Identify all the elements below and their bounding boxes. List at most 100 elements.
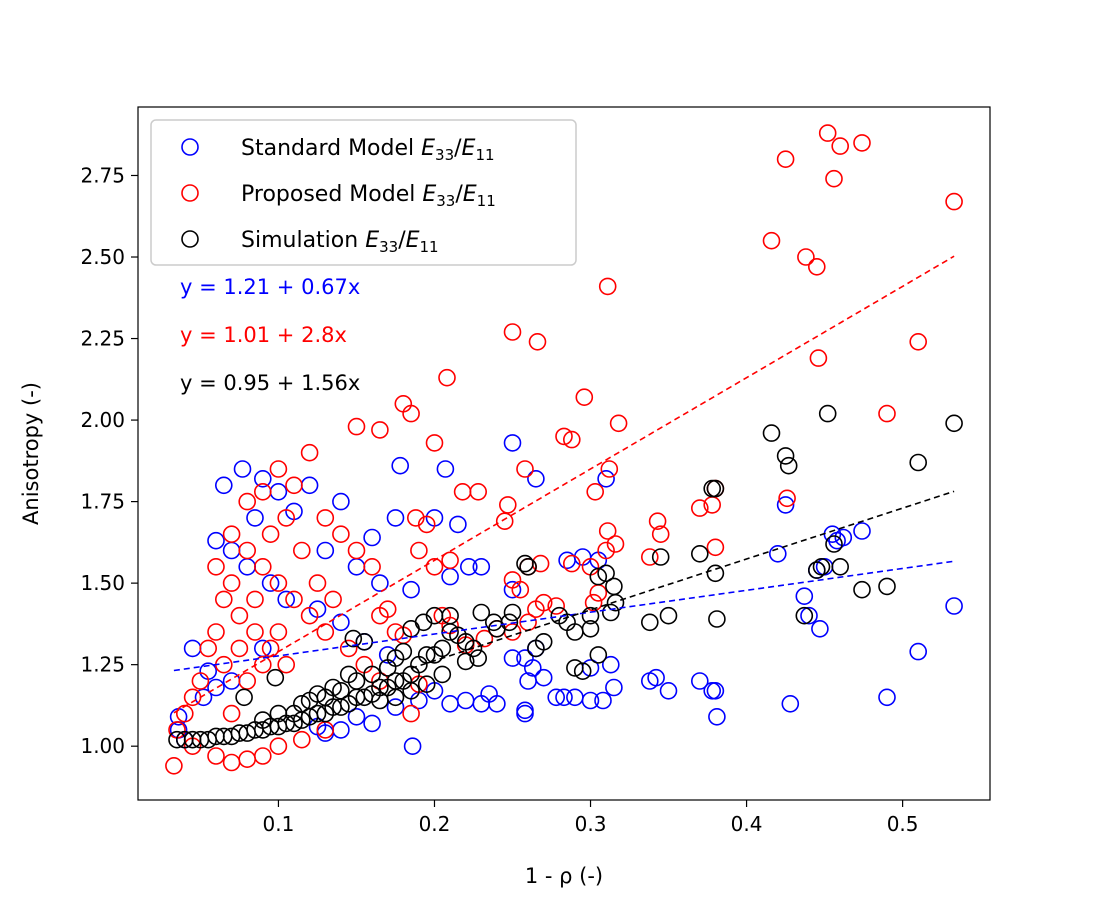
data-point bbox=[878, 577, 896, 596]
x-tick-label: 0.2 bbox=[419, 812, 451, 836]
data-point bbox=[807, 561, 826, 579]
data-point bbox=[909, 453, 928, 472]
data-point bbox=[475, 629, 494, 648]
data-point bbox=[246, 590, 264, 609]
data-point bbox=[378, 600, 397, 619]
data-point bbox=[472, 557, 491, 576]
legend-label: Simulation E33/E11 bbox=[241, 228, 439, 256]
data-point bbox=[651, 525, 670, 544]
data-point bbox=[363, 714, 381, 733]
data-point bbox=[776, 150, 795, 168]
data-point bbox=[779, 456, 798, 475]
data-point bbox=[332, 492, 350, 511]
data-point bbox=[811, 619, 829, 638]
data-point bbox=[406, 509, 425, 527]
data-point bbox=[706, 564, 725, 583]
data-point bbox=[253, 711, 272, 729]
data-point bbox=[261, 574, 280, 592]
data-point bbox=[386, 688, 405, 707]
data-point bbox=[597, 541, 615, 560]
data-point bbox=[598, 522, 617, 540]
data-point bbox=[235, 688, 253, 707]
data-point bbox=[246, 623, 264, 641]
data-point bbox=[300, 443, 319, 462]
data-point bbox=[449, 515, 467, 534]
data-point bbox=[269, 460, 288, 478]
data-point bbox=[778, 489, 796, 508]
data-point bbox=[469, 482, 488, 501]
data-point bbox=[238, 492, 256, 511]
data-point bbox=[417, 675, 436, 694]
data-point bbox=[573, 662, 592, 681]
data-point bbox=[776, 447, 795, 465]
data-point bbox=[417, 515, 436, 534]
regression-lines bbox=[173, 255, 955, 714]
data-point bbox=[527, 600, 545, 619]
data-point bbox=[371, 574, 389, 592]
data-point bbox=[503, 323, 522, 341]
data-point bbox=[215, 590, 233, 609]
data-point bbox=[207, 678, 225, 697]
data-point bbox=[706, 538, 725, 557]
data-point bbox=[647, 668, 665, 687]
data-point bbox=[414, 613, 433, 632]
data-point bbox=[651, 548, 670, 566]
data-point bbox=[363, 665, 381, 684]
data-point bbox=[812, 557, 831, 576]
data-point bbox=[363, 528, 381, 547]
data-point bbox=[386, 509, 405, 527]
data-point bbox=[818, 404, 837, 423]
data-point bbox=[609, 414, 628, 433]
data-point bbox=[484, 613, 503, 632]
data-point bbox=[207, 557, 225, 576]
data-point bbox=[207, 747, 225, 765]
legend: Standard Model E33/E11 Proposed Model E33… bbox=[150, 119, 577, 266]
data-point bbox=[795, 587, 814, 606]
data-point bbox=[659, 606, 678, 625]
fit-line bbox=[173, 255, 955, 714]
data-point bbox=[547, 688, 566, 707]
data-point bbox=[825, 169, 843, 188]
data-point bbox=[586, 482, 605, 501]
data-point bbox=[233, 460, 252, 478]
x-tick-label: 0.5 bbox=[887, 812, 919, 836]
data-point bbox=[503, 580, 522, 599]
fit-equation: y = 0.95 + 1.56x bbox=[180, 371, 360, 395]
legend-label: Proposed Model E33/E11 bbox=[241, 182, 496, 210]
data-point bbox=[316, 509, 335, 527]
data-point bbox=[168, 730, 186, 749]
data-point bbox=[516, 649, 534, 667]
data-point bbox=[253, 747, 272, 765]
data-point bbox=[433, 606, 452, 625]
data-point bbox=[640, 548, 659, 566]
y-tick-label: 1.75 bbox=[80, 490, 125, 514]
data-point bbox=[708, 610, 726, 628]
x-tick-label: 0.3 bbox=[575, 812, 607, 836]
data-point bbox=[853, 522, 871, 540]
data-point bbox=[584, 593, 603, 612]
data-point bbox=[266, 668, 285, 687]
data-point bbox=[547, 597, 566, 615]
data-point bbox=[555, 688, 573, 707]
data-point bbox=[355, 632, 374, 651]
legend-marker bbox=[181, 184, 199, 202]
data-point bbox=[472, 603, 491, 622]
data-point bbox=[945, 192, 963, 211]
data-point bbox=[285, 590, 303, 609]
data-point bbox=[253, 469, 272, 488]
data-point bbox=[503, 649, 522, 667]
data-point bbox=[503, 603, 522, 622]
data-point bbox=[566, 659, 584, 677]
fit-equation: y = 1.01 + 2.8x bbox=[180, 323, 347, 347]
data-point bbox=[534, 668, 553, 687]
data-point bbox=[215, 476, 233, 495]
data-point bbox=[594, 691, 612, 710]
data-point bbox=[945, 597, 963, 615]
data-point bbox=[527, 469, 545, 488]
data-point bbox=[285, 476, 303, 495]
y-tick-label: 2.00 bbox=[80, 408, 125, 432]
data-point bbox=[575, 388, 594, 407]
data-point bbox=[708, 707, 726, 726]
data-point bbox=[516, 460, 534, 478]
data-point bbox=[807, 257, 826, 276]
